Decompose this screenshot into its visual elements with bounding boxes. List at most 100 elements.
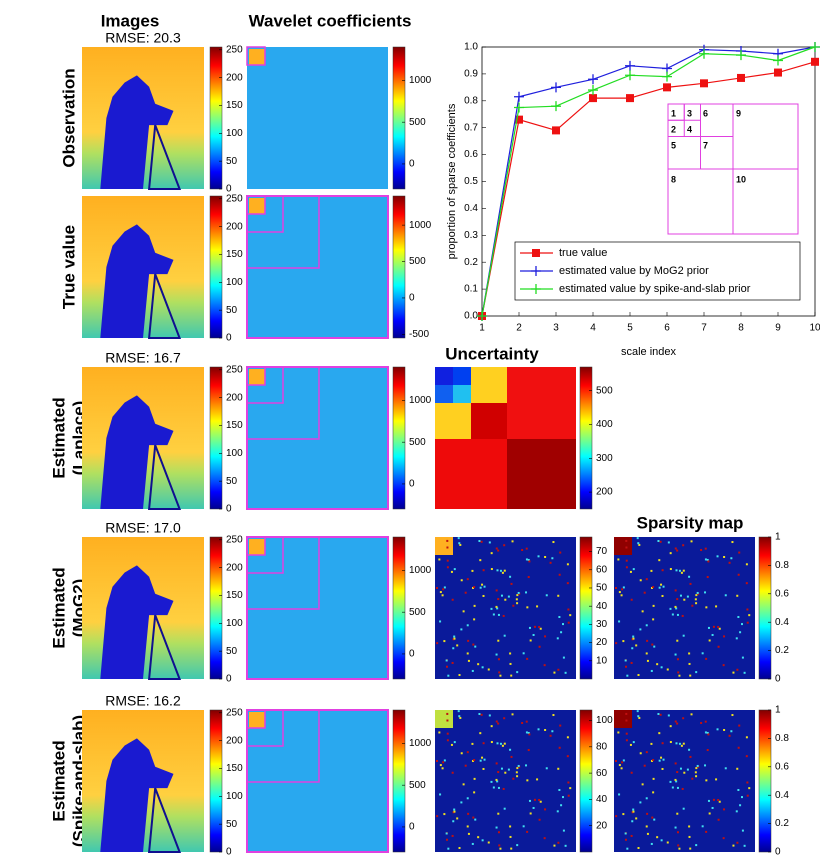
map-dot xyxy=(445,659,448,662)
map-dot xyxy=(467,659,470,662)
map-dot xyxy=(676,722,679,725)
colorbar-tick-label: 250 xyxy=(226,364,243,375)
colorbar-tick-label: 80 xyxy=(596,741,608,752)
map-dot xyxy=(704,731,707,734)
colorbar-tick-label: 0 xyxy=(226,847,232,858)
inset-label: 10 xyxy=(736,174,746,184)
point xyxy=(699,48,709,59)
map-dot xyxy=(653,645,656,648)
map-dot xyxy=(645,624,648,627)
colorbar-tick-label: 0 xyxy=(775,674,781,685)
colorbar-tick-label: 40 xyxy=(596,601,608,612)
map-dot xyxy=(704,720,707,723)
point xyxy=(588,85,598,96)
map-dot xyxy=(528,626,531,629)
image-figure xyxy=(100,565,174,679)
map-dot xyxy=(439,793,442,796)
map-dot xyxy=(632,808,635,811)
map-dot xyxy=(624,665,627,668)
map-dot xyxy=(631,820,634,823)
map-dot xyxy=(488,714,491,717)
map-dot xyxy=(462,610,465,613)
map-dot xyxy=(479,559,482,562)
map-dot xyxy=(495,653,498,656)
map-dot xyxy=(525,591,528,594)
colorbar-tick-label: 200 xyxy=(596,487,613,498)
map-dot xyxy=(676,658,679,661)
map-dot xyxy=(466,751,469,754)
map-dot xyxy=(625,566,628,569)
inset-label: 2 xyxy=(671,124,676,134)
series-line xyxy=(481,61,816,317)
map-dot xyxy=(624,832,627,835)
colorbar-tick-label: 60 xyxy=(596,564,608,575)
map-dot xyxy=(482,767,485,770)
colorbar-tick-label: 1000 xyxy=(409,738,432,749)
map-dot xyxy=(556,637,559,640)
map-dot xyxy=(736,767,739,770)
map-dot xyxy=(707,626,710,629)
map-dot xyxy=(445,665,448,668)
map-dot xyxy=(529,639,532,642)
map-dot xyxy=(660,839,663,842)
colorbar xyxy=(392,195,406,339)
map-dot xyxy=(674,720,677,723)
colorbar-tick-label: 150 xyxy=(226,590,243,601)
map-dot xyxy=(516,671,519,674)
map-dot xyxy=(516,775,519,778)
map-dot xyxy=(460,801,463,804)
map-dot xyxy=(496,742,499,745)
point xyxy=(663,83,671,92)
wavelet-image xyxy=(246,195,389,339)
map-dot xyxy=(551,730,554,733)
map-dot xyxy=(622,759,625,762)
colorbar-tick-label: 100 xyxy=(226,791,243,802)
map-dot xyxy=(471,759,474,762)
y-tick-label: 0.4 xyxy=(464,203,478,214)
map-dot xyxy=(690,540,693,543)
colorbar-tick-label: 100 xyxy=(226,128,243,139)
map-dot xyxy=(717,626,720,629)
map-dot xyxy=(683,771,686,774)
colorbar xyxy=(392,46,406,190)
map-dot xyxy=(566,736,569,739)
map-dot xyxy=(652,777,655,780)
map-dot xyxy=(472,643,475,646)
map-dot xyxy=(739,631,742,634)
map-dot xyxy=(658,559,661,562)
colorbar-tick-label: 250 xyxy=(226,707,243,718)
map-image xyxy=(435,710,576,852)
legend-marker xyxy=(532,249,540,257)
row-label: Estimated xyxy=(49,397,68,478)
map-dot xyxy=(736,841,739,844)
map-dot xyxy=(525,547,528,550)
colorbar-tick-label: 0.4 xyxy=(775,790,789,801)
map-dot xyxy=(638,543,641,546)
map-dot xyxy=(723,728,726,731)
colorbar-tick-label: 200 xyxy=(226,392,243,403)
map-dot xyxy=(650,569,653,572)
image-tripod xyxy=(147,444,182,510)
map-dot xyxy=(622,586,625,589)
map-dot xyxy=(678,674,681,677)
map-dot xyxy=(466,797,469,800)
map-dot xyxy=(559,551,562,554)
map-dot xyxy=(549,734,552,737)
map-dot xyxy=(481,839,484,842)
map-dot xyxy=(737,616,740,619)
map-dot xyxy=(632,635,635,638)
map-dot xyxy=(741,829,744,832)
map-dot xyxy=(566,582,569,585)
map-dot xyxy=(495,826,498,829)
map-dot xyxy=(447,847,450,850)
map-dot xyxy=(711,633,714,636)
map-dot xyxy=(490,725,493,728)
map-dot xyxy=(676,812,679,815)
map-dot xyxy=(701,652,704,655)
map-dot xyxy=(636,537,639,540)
x-tick-label: 9 xyxy=(775,323,781,334)
map-dot xyxy=(736,668,739,671)
map-dot xyxy=(538,799,541,802)
map-dot xyxy=(735,810,738,813)
map-dot xyxy=(741,656,744,659)
